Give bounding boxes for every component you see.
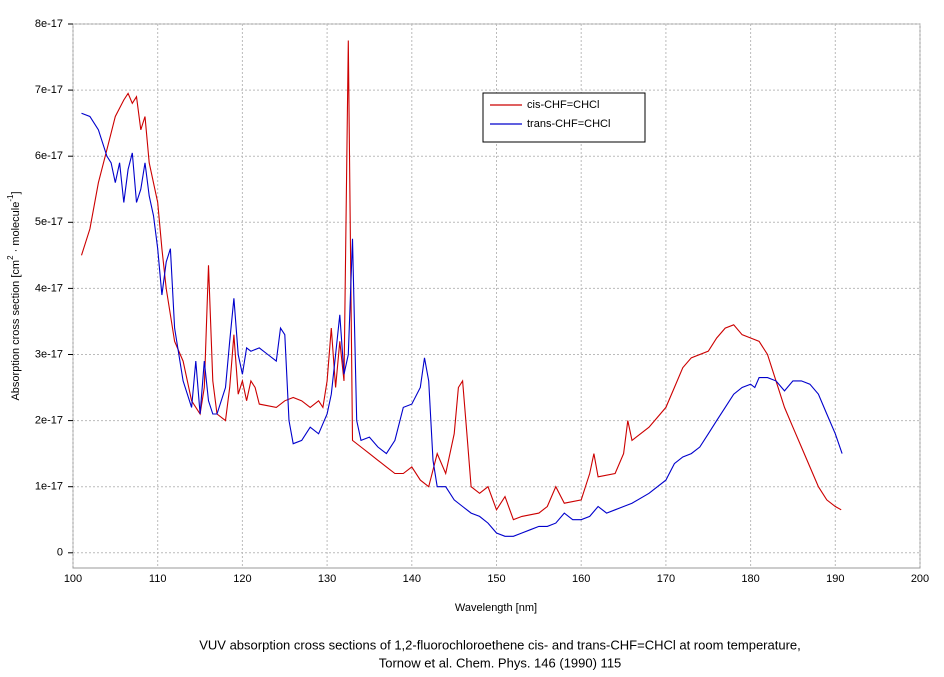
x-tick-label: 130 xyxy=(318,573,336,585)
y-axis-label: Absorption cross section [cm2 · molecule… xyxy=(6,191,22,400)
series-line xyxy=(80,40,842,521)
y-tick-label: 1e-17 xyxy=(35,481,63,493)
x-tick-label: 200 xyxy=(911,573,929,585)
y-label-sup: 2 xyxy=(6,255,15,260)
x-tick-label: 170 xyxy=(657,573,675,585)
legend-box xyxy=(482,92,646,143)
y-tick-label: 7e-17 xyxy=(35,84,63,96)
x-tick-label: 180 xyxy=(741,573,759,585)
x-axis-label: Wavelength [nm] xyxy=(455,602,537,614)
y-tick-label: 2e-17 xyxy=(35,415,63,427)
x-tick-label: 100 xyxy=(64,573,82,585)
y-label-part: · molecule xyxy=(10,202,22,256)
x-tick-label: 120 xyxy=(233,573,251,585)
y-label-sup: -1 xyxy=(6,194,15,202)
caption: VUV absorption cross sections of 1,2-flu… xyxy=(199,637,801,652)
y-tick-label: 6e-17 xyxy=(35,150,63,162)
y-label-part: ] xyxy=(10,191,22,194)
legend-label: trans-CHF=CHCl xyxy=(527,118,610,130)
y-tick-label: 8e-17 xyxy=(35,18,63,30)
x-tick-label: 160 xyxy=(572,573,590,585)
y-tick-label: 0 xyxy=(57,547,63,559)
y-tick-label: 4e-17 xyxy=(35,282,63,294)
y-label-part: Absorption cross section [cm xyxy=(10,260,22,401)
x-tick-label: 110 xyxy=(149,573,167,585)
series-line xyxy=(81,112,843,537)
caption: Tornow et al. Chem. Phys. 146 (1990) 115 xyxy=(379,655,622,670)
y-tick-label: 3e-17 xyxy=(35,348,63,360)
x-tick-label: 190 xyxy=(826,573,844,585)
legend-label: cis-CHF=CHCl xyxy=(527,99,599,111)
x-tick-label: 150 xyxy=(487,573,505,585)
y-tick-label: 5e-17 xyxy=(35,216,63,228)
x-tick-label: 140 xyxy=(403,573,421,585)
